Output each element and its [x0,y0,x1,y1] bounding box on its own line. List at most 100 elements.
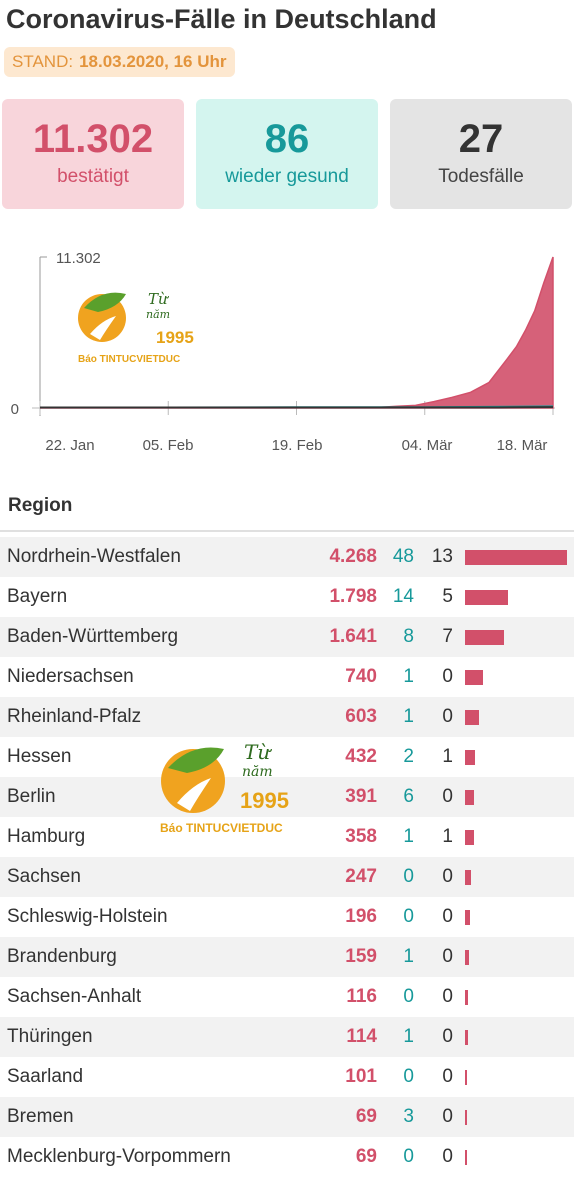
region-name: Nordrhein-Westfalen [7,546,181,567]
y-tick-label: 11.302 [56,250,101,267]
y-tick-label: 0 [11,401,19,418]
table-row: Rheinland-Pfalz 603 1 0 [0,697,574,737]
deaths-cell: 0 [442,1026,453,1047]
x-tick-label: 18. Mär [497,437,548,454]
recovered-cell: 1 [403,706,414,727]
deaths-cell: 0 [442,866,453,887]
watermark-line1: Từ [244,740,271,764]
x-tick-label: 19. Feb [272,437,323,454]
table-row: Hessen 432 2 1 [0,737,574,777]
region-name: Rheinland-Pfalz [7,706,142,727]
confirmed-cell: 159 [345,946,377,967]
cases-timeline-chart: 11.302 0 22. Jan 05. Feb 19. Feb 04. Mär 18. M… [11,250,555,454]
confirmed-cell: 196 [345,906,377,927]
cases-bar [465,990,468,1005]
deaths-cell: 0 [442,906,453,927]
confirmed-cell: 740 [345,666,377,687]
recovered-cell: 1 [403,1026,414,1047]
recovered-label: wieder gesund [225,166,349,187]
deaths-cell: 0 [442,706,453,727]
deaths-cell: 0 [442,946,453,967]
confirmed-count: 11.302 [32,117,154,161]
recovered-cell: 0 [403,906,414,927]
region-name: Hessen [7,746,72,767]
watermark-year: 1995 [240,788,289,813]
cases-bar [465,550,567,565]
recovered-cell: 1 [403,946,414,967]
region-name: Brandenburg [7,946,117,967]
table-row: Sachsen 247 0 0 [0,857,574,897]
deaths-cell: 0 [442,786,453,807]
cases-bar [465,1150,467,1165]
recovered-cell: 48 [392,546,414,567]
table-row: Hamburg 358 1 1 [0,817,574,857]
watermark-emblem [78,292,126,342]
watermark-logo-table: Từ năm 1995 Báo TINTUCVIETDUC [158,740,298,840]
cases-bar [465,830,474,845]
recovered-card: 86 wieder gesund [196,99,378,209]
region-name: Thüringen [7,1026,93,1047]
cases-bar [465,910,470,925]
table-row: Thüringen 114 1 0 [0,1017,574,1057]
cases-bar [465,710,479,725]
recovered-cell: 6 [403,786,414,807]
deaths-card: 27 Todesfälle [390,99,572,209]
table-row: Nordrhein-Westfalen 4.268 48 13 [0,537,574,577]
deaths-cell: 7 [442,626,453,647]
deaths-cell: 0 [442,1146,453,1167]
confirmed-cell: 116 [346,986,377,1007]
confirmed-cell: 1.641 [329,626,377,647]
stand-badge: STAND: 18.03.2020, 16 Uhr [4,47,235,77]
recovered-cell: 0 [403,866,414,887]
watermark-logo-top: Từ năm 1995 Báo TINTUCVIETDUC [76,290,196,370]
table-row: Niedersachsen 740 1 0 [0,657,574,697]
deaths-count: 27 [458,117,504,161]
cases-bar [465,870,471,885]
table-row: Mecklenburg-Vorpommern 69 0 0 [0,1137,574,1177]
confirmed-cell: 69 [355,1106,377,1127]
deaths-cell: 1 [442,746,453,767]
watermark-brand: Báo TINTUCVIETDUC [160,821,283,835]
table-row: Bremen 69 3 0 [0,1097,574,1137]
recovered-cell: 0 [403,986,414,1007]
confirmed-cell: 1.798 [329,586,377,607]
table-row: Schleswig-Holstein 196 0 0 [0,897,574,937]
confirmed-cell: 432 [345,746,377,767]
x-tick-label: 04. Mär [402,437,453,454]
watermark-brand: Báo TINTUCVIETDUC [78,354,181,365]
cases-bar [465,1030,468,1045]
cases-bar [465,590,508,605]
stand-value: 18.03.2020, 16 Uhr [79,52,227,71]
recovered-cell: 2 [403,746,414,767]
deaths-cell: 0 [442,1066,453,1087]
deaths-cell: 0 [442,666,453,687]
cases-bar [465,1110,467,1125]
region-name: Hamburg [7,826,86,847]
deaths-cell: 5 [442,586,453,607]
confirmed-cell: 391 [345,786,377,807]
confirmed-card: 11.302 bestätigt [2,99,184,209]
cases-bar [465,950,469,965]
region-name: Bremen [7,1106,74,1127]
stand-label: STAND: [12,52,74,71]
region-name: Sachsen [7,866,81,887]
table-row: Berlin 391 6 0 [0,777,574,817]
confirmed-label: bestätigt [57,166,129,187]
cases-bar [465,670,483,685]
recovered-cell: 3 [403,1106,414,1127]
recovered-cell: 1 [403,826,414,847]
confirmed-cell: 358 [345,826,377,847]
deaths-label: Todesfälle [438,166,524,187]
table-row: Sachsen-Anhalt 116 0 0 [0,977,574,1017]
region-name: Niedersachsen [7,666,134,687]
region-name: Schleswig-Holstein [7,906,168,927]
cases-bar [465,790,474,805]
region-name: Baden-Württemberg [7,626,179,647]
deaths-cell: 0 [442,986,453,1007]
page-title: Coronavirus-Fälle in Deutschland [6,4,437,34]
recovered-cell: 8 [403,626,414,647]
region-name: Bayern [7,586,68,607]
watermark-line1: Từ [148,290,168,308]
x-tick-label: 05. Feb [143,437,194,454]
recovered-cell: 0 [403,1066,414,1087]
